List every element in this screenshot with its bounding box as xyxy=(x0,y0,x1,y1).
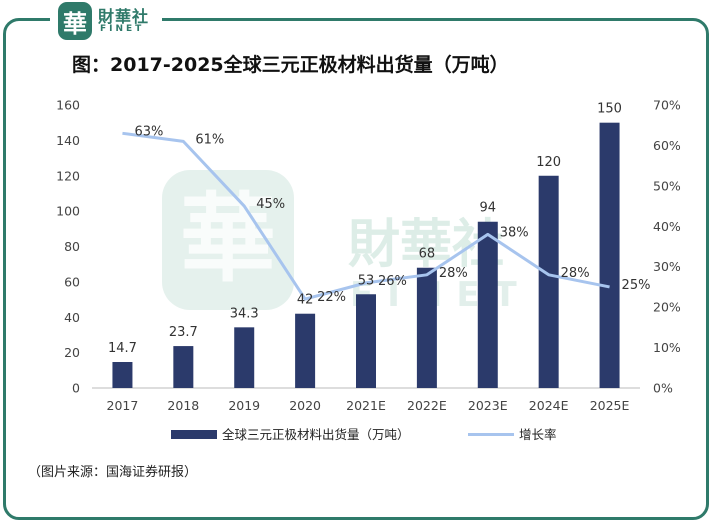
bar xyxy=(416,267,437,388)
y-left-tick-label: 100 xyxy=(56,204,80,219)
bar-value-label: 14.7 xyxy=(108,341,137,356)
y-right-axis: 0% 10% 20% 30% 40% 50% 60% 70% xyxy=(653,98,681,396)
chart-title: 图：2017-2025全球三元正极材料出货量（万吨） xyxy=(72,54,509,76)
x-tick-label: 2025E xyxy=(590,398,630,413)
bar xyxy=(538,175,559,388)
bar-value-label: 68 xyxy=(419,247,436,262)
line-value-label: 25% xyxy=(622,278,651,293)
line-series-group xyxy=(122,131,610,301)
legend-line-label: 增长率 xyxy=(519,427,557,442)
x-tick-label: 2017 xyxy=(107,398,139,413)
y-right-tick-label: 20% xyxy=(653,300,681,315)
bar xyxy=(356,294,376,388)
bars-group xyxy=(112,122,620,388)
finet-logo: 華 財華社 FINET xyxy=(50,0,162,44)
line-value-label: 61% xyxy=(195,132,224,147)
y-left-tick-label: 20 xyxy=(64,345,80,360)
y-right-tick-label: 60% xyxy=(653,138,681,153)
x-tick-label: 2018 xyxy=(167,398,199,413)
bar-value-label: 150 xyxy=(597,102,622,117)
bar xyxy=(295,313,316,388)
legend: 全球三元正极材料出货量（万吨） 增长率 xyxy=(171,427,557,442)
x-tick-label: 2021E xyxy=(346,398,386,413)
y-left-tick-label: 80 xyxy=(64,239,80,254)
legend-bar-swatch xyxy=(171,430,217,439)
y-left-tick-label: 40 xyxy=(64,310,80,325)
line-value-label: 45% xyxy=(256,197,285,212)
y-left-tick-label: 0 xyxy=(72,381,80,396)
bar-labels-group: 14.7 23.7 34.3 42 53 68 94 120 150 xyxy=(108,102,622,356)
logo-cn-text: 財華社 xyxy=(98,7,150,26)
x-tick-label: 2023E xyxy=(468,398,508,413)
bar-value-label: 120 xyxy=(536,155,561,170)
y-right-tick-label: 0% xyxy=(653,381,673,396)
x-labels-group: 2017 2018 2019 2020 2021E 2022E 2023E 2024E 2025… xyxy=(107,398,630,413)
source-note: （图片来源：国海证券研报） xyxy=(28,465,198,480)
bar-value-label: 42 xyxy=(297,293,314,308)
watermark-glyph: 華 xyxy=(180,182,276,295)
x-tick-label: 2024E xyxy=(529,398,569,413)
y-left-tick-label: 60 xyxy=(64,274,80,289)
bar-value-label: 53 xyxy=(358,273,375,288)
line-value-label: 63% xyxy=(134,124,163,139)
line-labels-group: 63% 61% 45% 22% 26% 28% 38% 28% 25% xyxy=(134,124,650,305)
growth-line xyxy=(122,131,610,301)
chart-frame xyxy=(3,18,709,520)
line-value-label: 38% xyxy=(500,225,529,240)
bar xyxy=(599,122,620,388)
line-value-label: 28% xyxy=(439,266,468,281)
bar-value-label: 34.3 xyxy=(230,306,259,321)
y-left-tick-label: 120 xyxy=(56,168,80,183)
line-value-label: 22% xyxy=(317,290,346,305)
bar xyxy=(477,221,498,388)
y-left-tick-label: 160 xyxy=(56,98,80,113)
x-tick-label: 2019 xyxy=(228,398,260,413)
logo-en-text: FINET xyxy=(100,24,145,34)
x-tick-label: 2020 xyxy=(289,398,321,413)
bar xyxy=(234,327,255,388)
y-right-tick-label: 40% xyxy=(653,219,681,234)
line-value-label: 26% xyxy=(378,274,407,289)
bar-value-label: 23.7 xyxy=(169,325,198,340)
logo-seal-icon: 華 xyxy=(58,2,92,40)
bar xyxy=(173,346,194,388)
legend-bar-label: 全球三元正极材料出货量（万吨） xyxy=(222,427,410,442)
y-right-tick-label: 10% xyxy=(653,340,681,355)
x-tick-label: 2022E xyxy=(407,398,447,413)
y-right-tick-label: 30% xyxy=(653,259,681,274)
line-value-label: 28% xyxy=(561,266,590,281)
y-right-tick-label: 70% xyxy=(653,98,681,113)
watermark-seal-icon xyxy=(162,170,294,310)
y-left-axis: 0 20 40 60 80 100 120 140 160 xyxy=(56,98,80,396)
y-left-tick-label: 140 xyxy=(56,133,80,148)
bar-value-label: 94 xyxy=(480,201,497,216)
bar xyxy=(112,361,133,388)
y-right-tick-label: 50% xyxy=(653,178,681,193)
